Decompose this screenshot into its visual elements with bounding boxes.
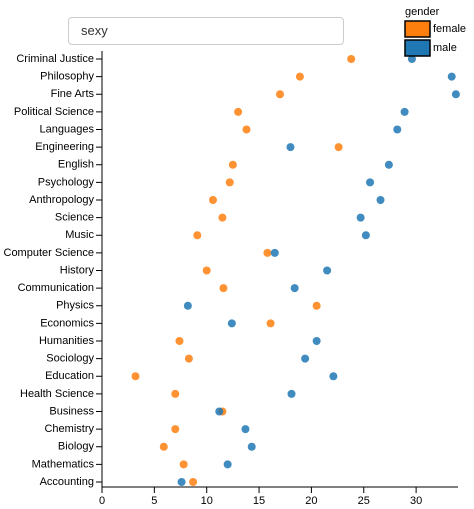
dot (193, 231, 202, 240)
search-box[interactable]: sexy (68, 17, 344, 45)
y-tick-label: Sociology (46, 353, 94, 365)
dot (242, 125, 251, 134)
y-tick-label: Chemistry (44, 423, 94, 435)
dot (312, 337, 321, 345)
dot (175, 337, 184, 345)
dot (215, 407, 224, 416)
y-tick-label: Fine Arts (51, 88, 95, 100)
dot (329, 372, 338, 381)
dot (286, 143, 295, 152)
x-tick-label: 0 (99, 495, 105, 507)
legend-title: gender (405, 6, 440, 18)
y-tick-label: Mathematics (32, 458, 95, 470)
dot (270, 248, 279, 257)
y-tick-label: Biology (58, 441, 95, 453)
dot (400, 107, 409, 116)
legend-swatch (404, 39, 431, 57)
dot (295, 72, 304, 81)
y-tick-label: Computer Science (4, 247, 95, 259)
x-tick-label: 25 (358, 495, 370, 507)
y-tick-label: Health Science (20, 388, 94, 400)
y-tick-label: Education (45, 370, 94, 382)
y-tick-label: Languages (40, 123, 95, 135)
y-tick-label: Accounting (40, 476, 94, 488)
y-tick-label: Philosophy (40, 71, 94, 83)
dot (290, 284, 299, 293)
legend-label: female (433, 23, 466, 35)
legend-label: male (433, 42, 457, 54)
y-tick-label: Business (49, 405, 94, 417)
dot (393, 125, 402, 134)
dot (276, 90, 284, 99)
dot (177, 478, 186, 486)
dot (384, 160, 393, 169)
dot (263, 248, 272, 257)
y-tick-label: Economics (40, 317, 94, 329)
dot (241, 425, 250, 434)
y-tick-label: Political Science (14, 106, 94, 118)
x-tick-label: 15 (253, 495, 265, 507)
dot (451, 90, 460, 99)
dot (202, 266, 211, 275)
x-tick-label: 10 (201, 495, 213, 507)
dot (312, 301, 321, 310)
y-tick-label: Science (55, 212, 94, 224)
dot (189, 478, 198, 486)
dot (184, 354, 193, 363)
dot (131, 372, 140, 381)
y-tick-label: Physics (56, 300, 94, 312)
dot (183, 301, 192, 310)
dot (218, 213, 227, 222)
dot (159, 442, 168, 451)
y-tick-label: Psychology (38, 176, 95, 188)
dot (227, 319, 236, 328)
dot (219, 284, 228, 293)
dot (266, 319, 275, 328)
dot (407, 55, 416, 63)
y-tick-label: Music (65, 229, 94, 241)
y-tick-label: History (60, 264, 95, 276)
x-tick-label: 20 (305, 495, 317, 507)
y-tick-label: Communication (18, 282, 94, 294)
x-tick-label: 30 (410, 495, 422, 507)
dot (179, 460, 188, 469)
dot (228, 160, 237, 169)
dot (356, 213, 365, 222)
dot (171, 425, 180, 434)
dot (334, 143, 343, 152)
legend-swatch (404, 20, 431, 38)
dot (234, 107, 243, 116)
y-tick-label: English (58, 159, 94, 171)
dot (247, 442, 256, 451)
y-tick-label: Anthropology (29, 194, 94, 206)
dot (376, 196, 385, 204)
dot (171, 389, 180, 398)
dot (223, 460, 232, 469)
dot (361, 231, 370, 240)
dot (301, 354, 310, 363)
x-tick-label: 5 (151, 495, 157, 507)
dot (447, 72, 456, 81)
dot (323, 266, 332, 275)
dot (366, 178, 375, 187)
dot (208, 196, 217, 204)
y-tick-label: Engineering (35, 141, 94, 153)
dot (287, 389, 296, 398)
y-tick-label: Humanities (39, 335, 95, 347)
dot (347, 55, 356, 63)
y-tick-label: Criminal Justice (16, 53, 94, 65)
dot (225, 178, 234, 187)
